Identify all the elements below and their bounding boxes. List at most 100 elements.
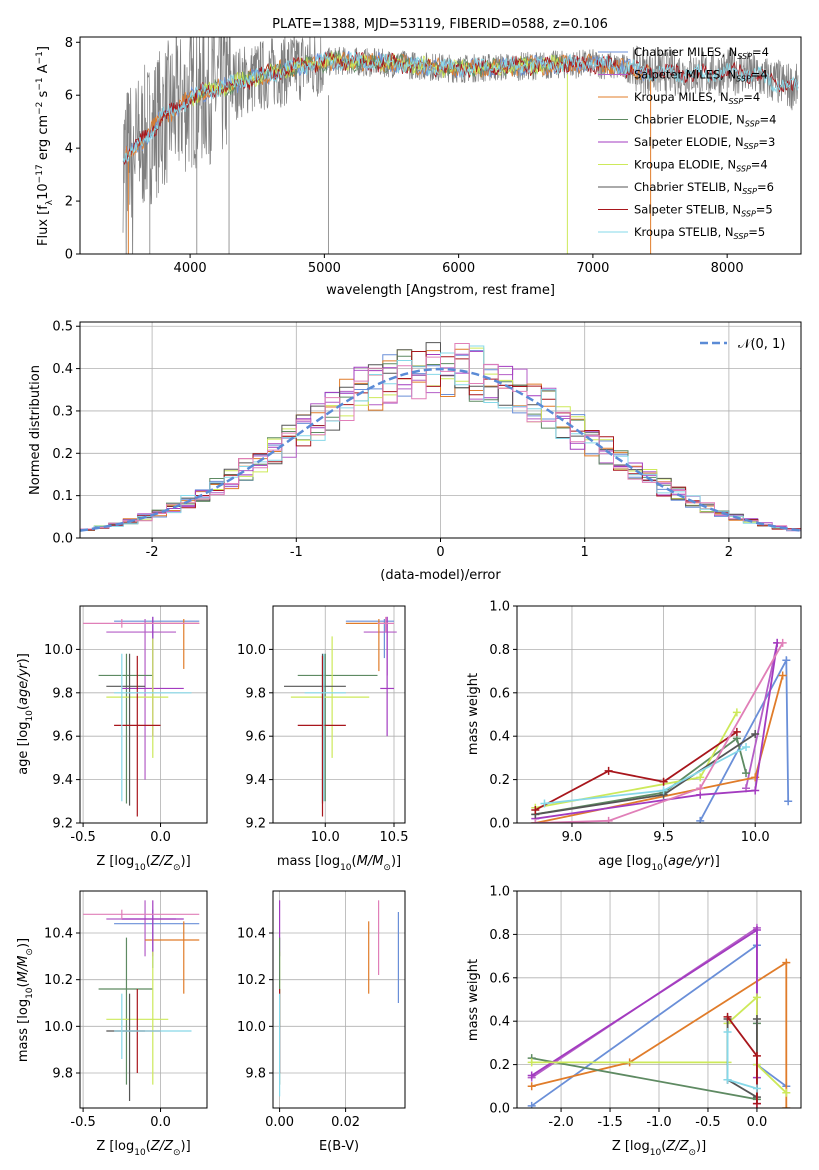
x-tick-label: -2.0 bbox=[548, 1115, 573, 1130]
y-tick-label: 1.0 bbox=[489, 600, 510, 615]
y-tick-label: 10.0 bbox=[237, 643, 266, 658]
mass-weight-line bbox=[531, 1023, 758, 1101]
legend-label: Chabrier STELIB, NSSP=6 bbox=[634, 180, 774, 196]
y-tick-label: 9.8 bbox=[52, 1067, 73, 1082]
x-tick-label: -1 bbox=[290, 545, 303, 560]
y-axis-label: Normed distribution bbox=[28, 365, 43, 495]
y-tick-label: 9.6 bbox=[52, 730, 73, 745]
axes-frame bbox=[79, 321, 802, 539]
y-tick-label: 0.0 bbox=[489, 817, 510, 832]
x-tick-label: 0.0 bbox=[150, 1115, 171, 1130]
mass-weight-marker bbox=[782, 1088, 791, 1097]
mass-weight-marker bbox=[531, 819, 540, 823]
age-mass-panel: 10.0 10.5 9.2 9.4 9.6 9.8 10.0 mass [log10(M/M⊙… bbox=[237, 605, 409, 873]
y-tick-label: 10.4 bbox=[237, 927, 266, 942]
y-tick-label: 10.0 bbox=[44, 643, 73, 658]
age-z-panel: -0.5 0.0 9.2 9.4 9.6 9.8 10.0 Z [log10(Z/Z⊙)] ag… bbox=[16, 605, 208, 873]
legend-label: Kroupa STELIB, NSSP=5 bbox=[634, 225, 765, 241]
x-tick-label: -2 bbox=[146, 545, 159, 560]
axes-frame bbox=[272, 605, 406, 824]
x-tick-label: 5000 bbox=[308, 261, 341, 276]
mass-weight-marker bbox=[742, 769, 751, 778]
mass-weight-marker bbox=[752, 1099, 761, 1108]
mass-ebv-panel: 0.00 0.02 9.8 10.0 10.2 10.4 E(B-V) bbox=[237, 890, 406, 1154]
plot-area bbox=[122, 37, 799, 254]
y-tick-label: 0.4 bbox=[489, 1015, 510, 1030]
y-tick-label: 0.4 bbox=[52, 362, 73, 377]
x-axis-label: Z [log10(Z/Z⊙)] bbox=[96, 1139, 190, 1158]
y-tick-label: 9.8 bbox=[245, 686, 266, 701]
mass-weight-marker bbox=[723, 1075, 732, 1084]
mass-weight-line bbox=[534, 731, 738, 811]
gaussian-reference-curve bbox=[80, 367, 801, 532]
y-tick-label: 6 bbox=[65, 89, 73, 104]
x-tick-label: 0.00 bbox=[265, 1115, 294, 1130]
mass-weight-line bbox=[531, 960, 788, 1108]
legend-label: Salpeter STELIB, NSSP=5 bbox=[634, 203, 773, 219]
mass-weight-marker bbox=[659, 777, 668, 786]
mass-weight-line bbox=[535, 736, 747, 816]
axes-frame bbox=[79, 605, 208, 824]
mass-weight-marker bbox=[696, 773, 705, 782]
mass-weight-marker bbox=[527, 1101, 536, 1108]
mass-z-panel: -0.5 0.0 9.8 10.0 10.2 10.4 Z [log10(Z/Z⊙)] mas… bbox=[16, 890, 208, 1158]
x-tick-label: 0 bbox=[436, 545, 444, 560]
x-tick-label: 9.5 bbox=[653, 830, 674, 845]
mass-weight-marker bbox=[723, 1012, 732, 1021]
mass-weight-marker bbox=[696, 784, 705, 793]
y-tick-label: 9.4 bbox=[52, 773, 73, 788]
y-tick-label: 8 bbox=[65, 36, 73, 51]
mass-weight-marker bbox=[752, 1051, 761, 1060]
mass-weight-marker bbox=[527, 1071, 536, 1080]
legend-label: Chabrier ELODIE, NSSP=4 bbox=[634, 113, 776, 129]
mass-weight-marker bbox=[732, 727, 741, 736]
mass-weight-marker bbox=[540, 799, 549, 808]
legend-label: 𝒩(0, 1) bbox=[738, 337, 785, 352]
y-tick-label: 4 bbox=[65, 142, 73, 157]
x-tick-label: 8000 bbox=[711, 261, 744, 276]
y-tick-label: 1.0 bbox=[489, 885, 510, 900]
observed-spectrum bbox=[122, 37, 799, 254]
x-axis-label: Z [log10(Z/Z⊙)] bbox=[96, 854, 190, 873]
mass-weight-marker bbox=[527, 1058, 536, 1067]
mass-weight-line bbox=[531, 995, 787, 1094]
plot-area bbox=[273, 606, 405, 823]
legend-label: Salpeter ELODIE, NSSP=3 bbox=[634, 135, 775, 151]
plot-area bbox=[517, 891, 801, 1108]
mass-weight-marker bbox=[723, 1028, 732, 1037]
mass-weight-line bbox=[745, 642, 779, 789]
mass-weight-marker bbox=[782, 958, 791, 967]
weight-z-panel: -2.0 -1.5 -1.0 -0.5 0.0 0.0 0.2 0.4 0.6 0.8 1.0 Z [… bbox=[466, 885, 802, 1158]
x-tick-label: 0.0 bbox=[150, 830, 171, 845]
residual-panel: -2 -1 0 1 2 0.0 0.1 0.2 0.3 0.4 0.5 𝒩(0, 1) (data-mo… bbox=[28, 320, 802, 583]
plot-area bbox=[80, 606, 207, 823]
y-tick-label: 0.0 bbox=[52, 532, 73, 547]
y-tick-label: 0.1 bbox=[52, 489, 73, 504]
x-tick-label: 0.0 bbox=[747, 1115, 768, 1130]
axes-frame bbox=[79, 890, 208, 1109]
x-tick-label: 1 bbox=[581, 545, 589, 560]
mass-weight-marker bbox=[752, 926, 761, 935]
x-tick-label: 10.5 bbox=[380, 830, 409, 845]
figure-title: PLATE=1388, MJD=53119, FIBERID=0588, z=0… bbox=[272, 17, 608, 32]
mass-weight-marker bbox=[742, 743, 751, 752]
y-tick-label: 0.5 bbox=[52, 320, 73, 335]
y-tick-label: 0.0 bbox=[489, 1102, 510, 1117]
y-axis-label: mass weight bbox=[466, 959, 481, 1041]
y-axis-label: mass weight bbox=[466, 673, 481, 755]
x-tick-label: 6000 bbox=[442, 261, 475, 276]
mass-weight-marker bbox=[696, 816, 705, 823]
y-tick-label: 2 bbox=[65, 195, 73, 210]
mass-weight-marker bbox=[751, 786, 760, 795]
x-axis-label: (data-model)/error bbox=[380, 568, 501, 583]
y-tick-label: 10.4 bbox=[44, 927, 73, 942]
y-tick-label: 0.2 bbox=[52, 447, 73, 462]
x-tick-label: 10.0 bbox=[311, 830, 340, 845]
mass-weight-marker bbox=[732, 708, 741, 717]
y-tick-label: 10.2 bbox=[44, 973, 73, 988]
y-axis-label: mass [log10(M/M⊙)] bbox=[16, 938, 35, 1062]
mass-weight-line bbox=[726, 1016, 758, 1104]
x-tick-label: 10.0 bbox=[741, 830, 770, 845]
legend-label: Kroupa MILES, NSSP=4 bbox=[634, 90, 760, 106]
y-tick-label: 9.6 bbox=[245, 730, 266, 745]
